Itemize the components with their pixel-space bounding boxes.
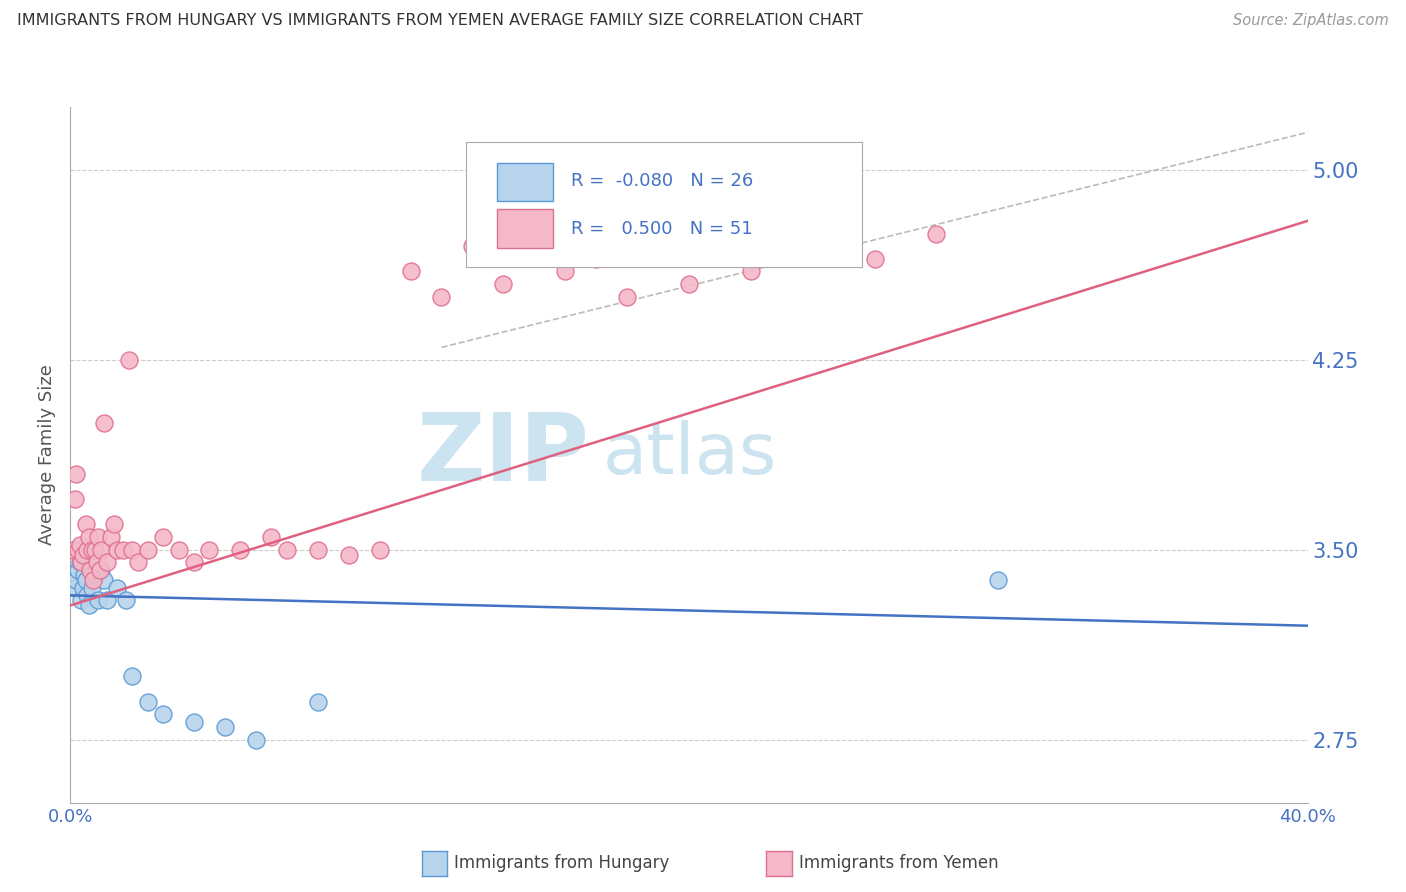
- Point: [152, 707, 174, 722]
- Text: Immigrants from Yemen: Immigrants from Yemen: [799, 855, 998, 872]
- Point: [63, 581, 86, 595]
- Point: [136, 542, 159, 557]
- Point: [430, 290, 453, 304]
- FancyBboxPatch shape: [467, 142, 862, 267]
- Point: [183, 714, 205, 729]
- Point: [77, 530, 100, 544]
- Point: [399, 264, 422, 278]
- Point: [67, 563, 90, 577]
- Point: [79, 563, 101, 577]
- Point: [87, 593, 110, 607]
- Point: [63, 492, 86, 507]
- Point: [75, 517, 97, 532]
- Point: [72, 548, 94, 562]
- Point: [492, 277, 515, 292]
- Point: [96, 593, 118, 607]
- Point: [740, 264, 762, 278]
- Point: [214, 720, 236, 734]
- Point: [96, 556, 118, 570]
- Point: [461, 239, 484, 253]
- Point: [987, 573, 1010, 587]
- Point: [73, 568, 96, 582]
- Point: [801, 239, 824, 253]
- Point: [127, 556, 149, 570]
- Point: [90, 542, 112, 557]
- Point: [229, 542, 252, 557]
- FancyBboxPatch shape: [498, 162, 553, 201]
- Point: [80, 542, 103, 557]
- Text: ZIP: ZIP: [418, 409, 591, 501]
- Point: [368, 542, 391, 557]
- Point: [93, 573, 115, 587]
- Point: [585, 252, 607, 266]
- Point: [337, 548, 360, 562]
- Point: [152, 530, 174, 544]
- Point: [69, 556, 91, 570]
- Point: [925, 227, 948, 241]
- Point: [616, 290, 638, 304]
- Point: [67, 542, 90, 557]
- Point: [70, 593, 93, 607]
- Point: [118, 353, 141, 368]
- Point: [76, 588, 98, 602]
- Point: [76, 542, 98, 557]
- Point: [678, 277, 700, 292]
- Point: [65, 467, 87, 481]
- Point: [77, 599, 100, 613]
- Point: [105, 581, 128, 595]
- Point: [115, 593, 138, 607]
- Point: [245, 732, 267, 747]
- Point: [167, 542, 190, 557]
- Point: [121, 669, 143, 683]
- Point: [72, 581, 94, 595]
- Point: [103, 517, 125, 532]
- Point: [90, 563, 112, 577]
- Point: [554, 264, 576, 278]
- Point: [198, 542, 221, 557]
- Point: [647, 239, 669, 253]
- Point: [70, 556, 93, 570]
- Y-axis label: Average Family Size: Average Family Size: [38, 365, 56, 545]
- Point: [307, 542, 329, 557]
- Text: R =   0.500   N = 51: R = 0.500 N = 51: [571, 219, 754, 238]
- Point: [276, 542, 298, 557]
- Point: [93, 417, 115, 431]
- Point: [89, 563, 111, 577]
- Point: [87, 530, 110, 544]
- Text: Immigrants from Hungary: Immigrants from Hungary: [454, 855, 669, 872]
- Point: [65, 573, 87, 587]
- Text: IMMIGRANTS FROM HUNGARY VS IMMIGRANTS FROM YEMEN AVERAGE FAMILY SIZE CORRELATION: IMMIGRANTS FROM HUNGARY VS IMMIGRANTS FR…: [17, 13, 863, 29]
- Point: [260, 530, 283, 544]
- Point: [62, 542, 84, 557]
- Point: [121, 542, 143, 557]
- Point: [105, 542, 128, 557]
- Text: atlas: atlas: [602, 420, 776, 490]
- Point: [183, 556, 205, 570]
- Point: [84, 542, 107, 557]
- Point: [136, 695, 159, 709]
- Point: [100, 530, 122, 544]
- Point: [80, 581, 103, 595]
- Point: [111, 542, 134, 557]
- Point: [69, 538, 91, 552]
- Point: [86, 556, 108, 570]
- Point: [75, 573, 97, 587]
- Text: Source: ZipAtlas.com: Source: ZipAtlas.com: [1233, 13, 1389, 29]
- Point: [84, 568, 107, 582]
- Point: [863, 252, 886, 266]
- FancyBboxPatch shape: [498, 210, 553, 248]
- Point: [82, 573, 105, 587]
- Text: R =  -0.080   N = 26: R = -0.080 N = 26: [571, 172, 754, 191]
- Point: [307, 695, 329, 709]
